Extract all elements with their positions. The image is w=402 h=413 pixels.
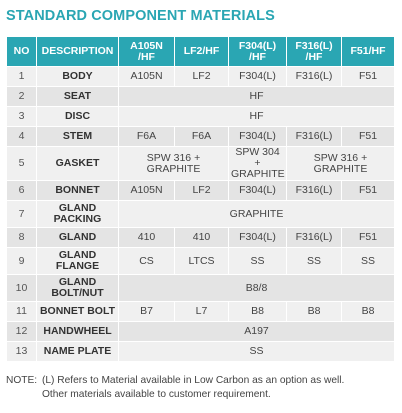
row-number: 8 xyxy=(6,227,37,248)
table-note: NOTE: (L) Refers to Material available in… xyxy=(6,374,344,402)
cell-all-materials: SS xyxy=(118,341,395,362)
header-lf2: LF2/HF xyxy=(174,36,229,67)
cell-f304: F304(L) xyxy=(228,227,287,248)
cell-f304: SS xyxy=(228,247,287,275)
cell-f51: F51 xyxy=(341,126,395,147)
row-description: BONNET xyxy=(36,180,119,201)
materials-table: NO DESCRIPTION A105N /HF LF2/HF F304(L) … xyxy=(6,36,395,362)
cell-lf2: LTCS xyxy=(174,247,229,275)
row-number: 1 xyxy=(6,66,37,87)
header-f51: F51/HF xyxy=(341,36,395,67)
table-row: 3 DISC HF xyxy=(6,106,395,127)
cell-lf2: LF2 xyxy=(174,66,229,87)
row-description: GASKET xyxy=(36,146,119,181)
table-row: 7 GLAND PACKING GRAPHITE xyxy=(6,200,395,228)
table-title: STANDARD COMPONENT MATERIALS xyxy=(6,8,275,24)
cell-f304: B8 xyxy=(228,301,287,322)
table-row: 5 GASKET SPW 316 + GRAPHITE SPW 304 + GR… xyxy=(6,146,395,181)
cell-lf2: L7 xyxy=(174,301,229,322)
header-f304: F304(L) /HF xyxy=(228,36,287,67)
cell-all-materials: B8/8 xyxy=(118,274,395,302)
cell-a105n: CS xyxy=(118,247,175,275)
row-description: DISC xyxy=(36,106,119,127)
cell-f51: F51 xyxy=(341,227,395,248)
row-number: 7 xyxy=(6,200,37,228)
table-row: 4 STEM F6A F6A F304(L) F316(L) F51 xyxy=(6,126,395,147)
table-row: 13 NAME PLATE SS xyxy=(6,341,395,362)
note-label: NOTE: xyxy=(6,375,38,386)
cell-f51: F51 xyxy=(341,66,395,87)
table-row: 11 BONNET BOLT B7 L7 B8 B8 B8 xyxy=(6,301,395,322)
table-row: 12 HANDWHEEL A197 xyxy=(6,321,395,342)
row-description: BONNET BOLT xyxy=(36,301,119,322)
cell-f304: SPW 304 + GRAPHITE xyxy=(228,146,287,181)
table-row: 6 BONNET A105N LF2 F304(L) F316(L) F51 xyxy=(6,180,395,201)
row-description: NAME PLATE xyxy=(36,341,119,362)
cell-a105n: A105N xyxy=(118,180,175,201)
header-row: NO DESCRIPTION A105N /HF LF2/HF F304(L) … xyxy=(6,36,395,67)
table-row: 9 GLAND FLANGE CS LTCS SS SS SS xyxy=(6,247,395,275)
cell-f316: F316(L) xyxy=(286,66,342,87)
row-description: GLAND xyxy=(36,227,119,248)
table-row: 2 SEAT HF xyxy=(6,86,395,107)
row-number: 11 xyxy=(6,301,37,322)
row-number: 6 xyxy=(6,180,37,201)
table-row: 8 GLAND 410 410 F304(L) F316(L) F51 xyxy=(6,227,395,248)
cell-lf2: F6A xyxy=(174,126,229,147)
row-number: 5 xyxy=(6,146,37,181)
cell-all-materials: HF xyxy=(118,106,395,127)
note-text-1: (L) Refers to Material available in Low … xyxy=(42,375,345,386)
row-number: 13 xyxy=(6,341,37,362)
row-number: 4 xyxy=(6,126,37,147)
cell-f316: F316(L) xyxy=(286,126,342,147)
table-row: 1 BODY A105N LF2 F304(L) F316(L) F51 xyxy=(6,66,395,87)
cell-lf2: LF2 xyxy=(174,180,229,201)
cell-a105n: B7 xyxy=(118,301,175,322)
row-description: GLAND BOLT/NUT xyxy=(36,274,119,302)
cell-f316: F316(L) xyxy=(286,180,342,201)
cell-a105n-lf2: SPW 316 + GRAPHITE xyxy=(118,146,229,181)
row-description: STEM xyxy=(36,126,119,147)
cell-f51: F51 xyxy=(341,180,395,201)
header-description: DESCRIPTION xyxy=(36,36,119,67)
cell-f304: F304(L) xyxy=(228,66,287,87)
row-number: 9 xyxy=(6,247,37,275)
row-description: SEAT xyxy=(36,86,119,107)
row-number: 3 xyxy=(6,106,37,127)
row-number: 10 xyxy=(6,274,37,302)
cell-f316-f51: SPW 316 + GRAPHITE xyxy=(286,146,395,181)
row-description: HANDWHEEL xyxy=(36,321,119,342)
cell-f304: F304(L) xyxy=(228,180,287,201)
cell-a105n: F6A xyxy=(118,126,175,147)
cell-a105n: A105N xyxy=(118,66,175,87)
row-number: 2 xyxy=(6,86,37,107)
cell-all-materials: GRAPHITE xyxy=(118,200,395,228)
cell-all-materials: HF xyxy=(118,86,395,107)
table-row: 10 GLAND BOLT/NUT B8/8 xyxy=(6,274,395,302)
header-no: NO xyxy=(6,36,37,67)
header-a105n: A105N /HF xyxy=(118,36,175,67)
cell-f304: F304(L) xyxy=(228,126,287,147)
note-line-1: NOTE: (L) Refers to Material available in… xyxy=(6,374,344,388)
cell-f51: B8 xyxy=(341,301,395,322)
cell-f316: B8 xyxy=(286,301,342,322)
cell-f316: F316(L) xyxy=(286,227,342,248)
row-number: 12 xyxy=(6,321,37,342)
cell-f316: SS xyxy=(286,247,342,275)
cell-lf2: 410 xyxy=(174,227,229,248)
row-description: GLAND PACKING xyxy=(36,200,119,228)
note-text-2: Other materials available to customer re… xyxy=(42,389,271,400)
row-description: GLAND FLANGE xyxy=(36,247,119,275)
row-description: BODY xyxy=(36,66,119,87)
cell-f51: SS xyxy=(341,247,395,275)
cell-all-materials: A197 xyxy=(118,321,395,342)
cell-a105n: 410 xyxy=(118,227,175,248)
header-f316: F316(L) /HF xyxy=(286,36,342,67)
